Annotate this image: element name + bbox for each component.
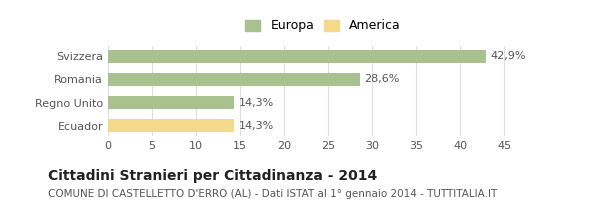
Text: Cittadini Stranieri per Cittadinanza - 2014: Cittadini Stranieri per Cittadinanza - 2… — [48, 169, 377, 183]
Text: 42,9%: 42,9% — [490, 51, 526, 61]
Text: 14,3%: 14,3% — [238, 121, 274, 131]
Text: 28,6%: 28,6% — [364, 74, 400, 84]
Bar — [108, 50, 486, 63]
Bar — [108, 96, 234, 109]
Bar — [108, 119, 234, 132]
Text: COMUNE DI CASTELLETTO D'ERRO (AL) - Dati ISTAT al 1° gennaio 2014 - TUTTITALIA.I: COMUNE DI CASTELLETTO D'ERRO (AL) - Dati… — [48, 189, 497, 199]
Text: 14,3%: 14,3% — [238, 98, 274, 108]
Bar — [108, 73, 360, 86]
Legend: Europa, America: Europa, America — [241, 14, 406, 37]
